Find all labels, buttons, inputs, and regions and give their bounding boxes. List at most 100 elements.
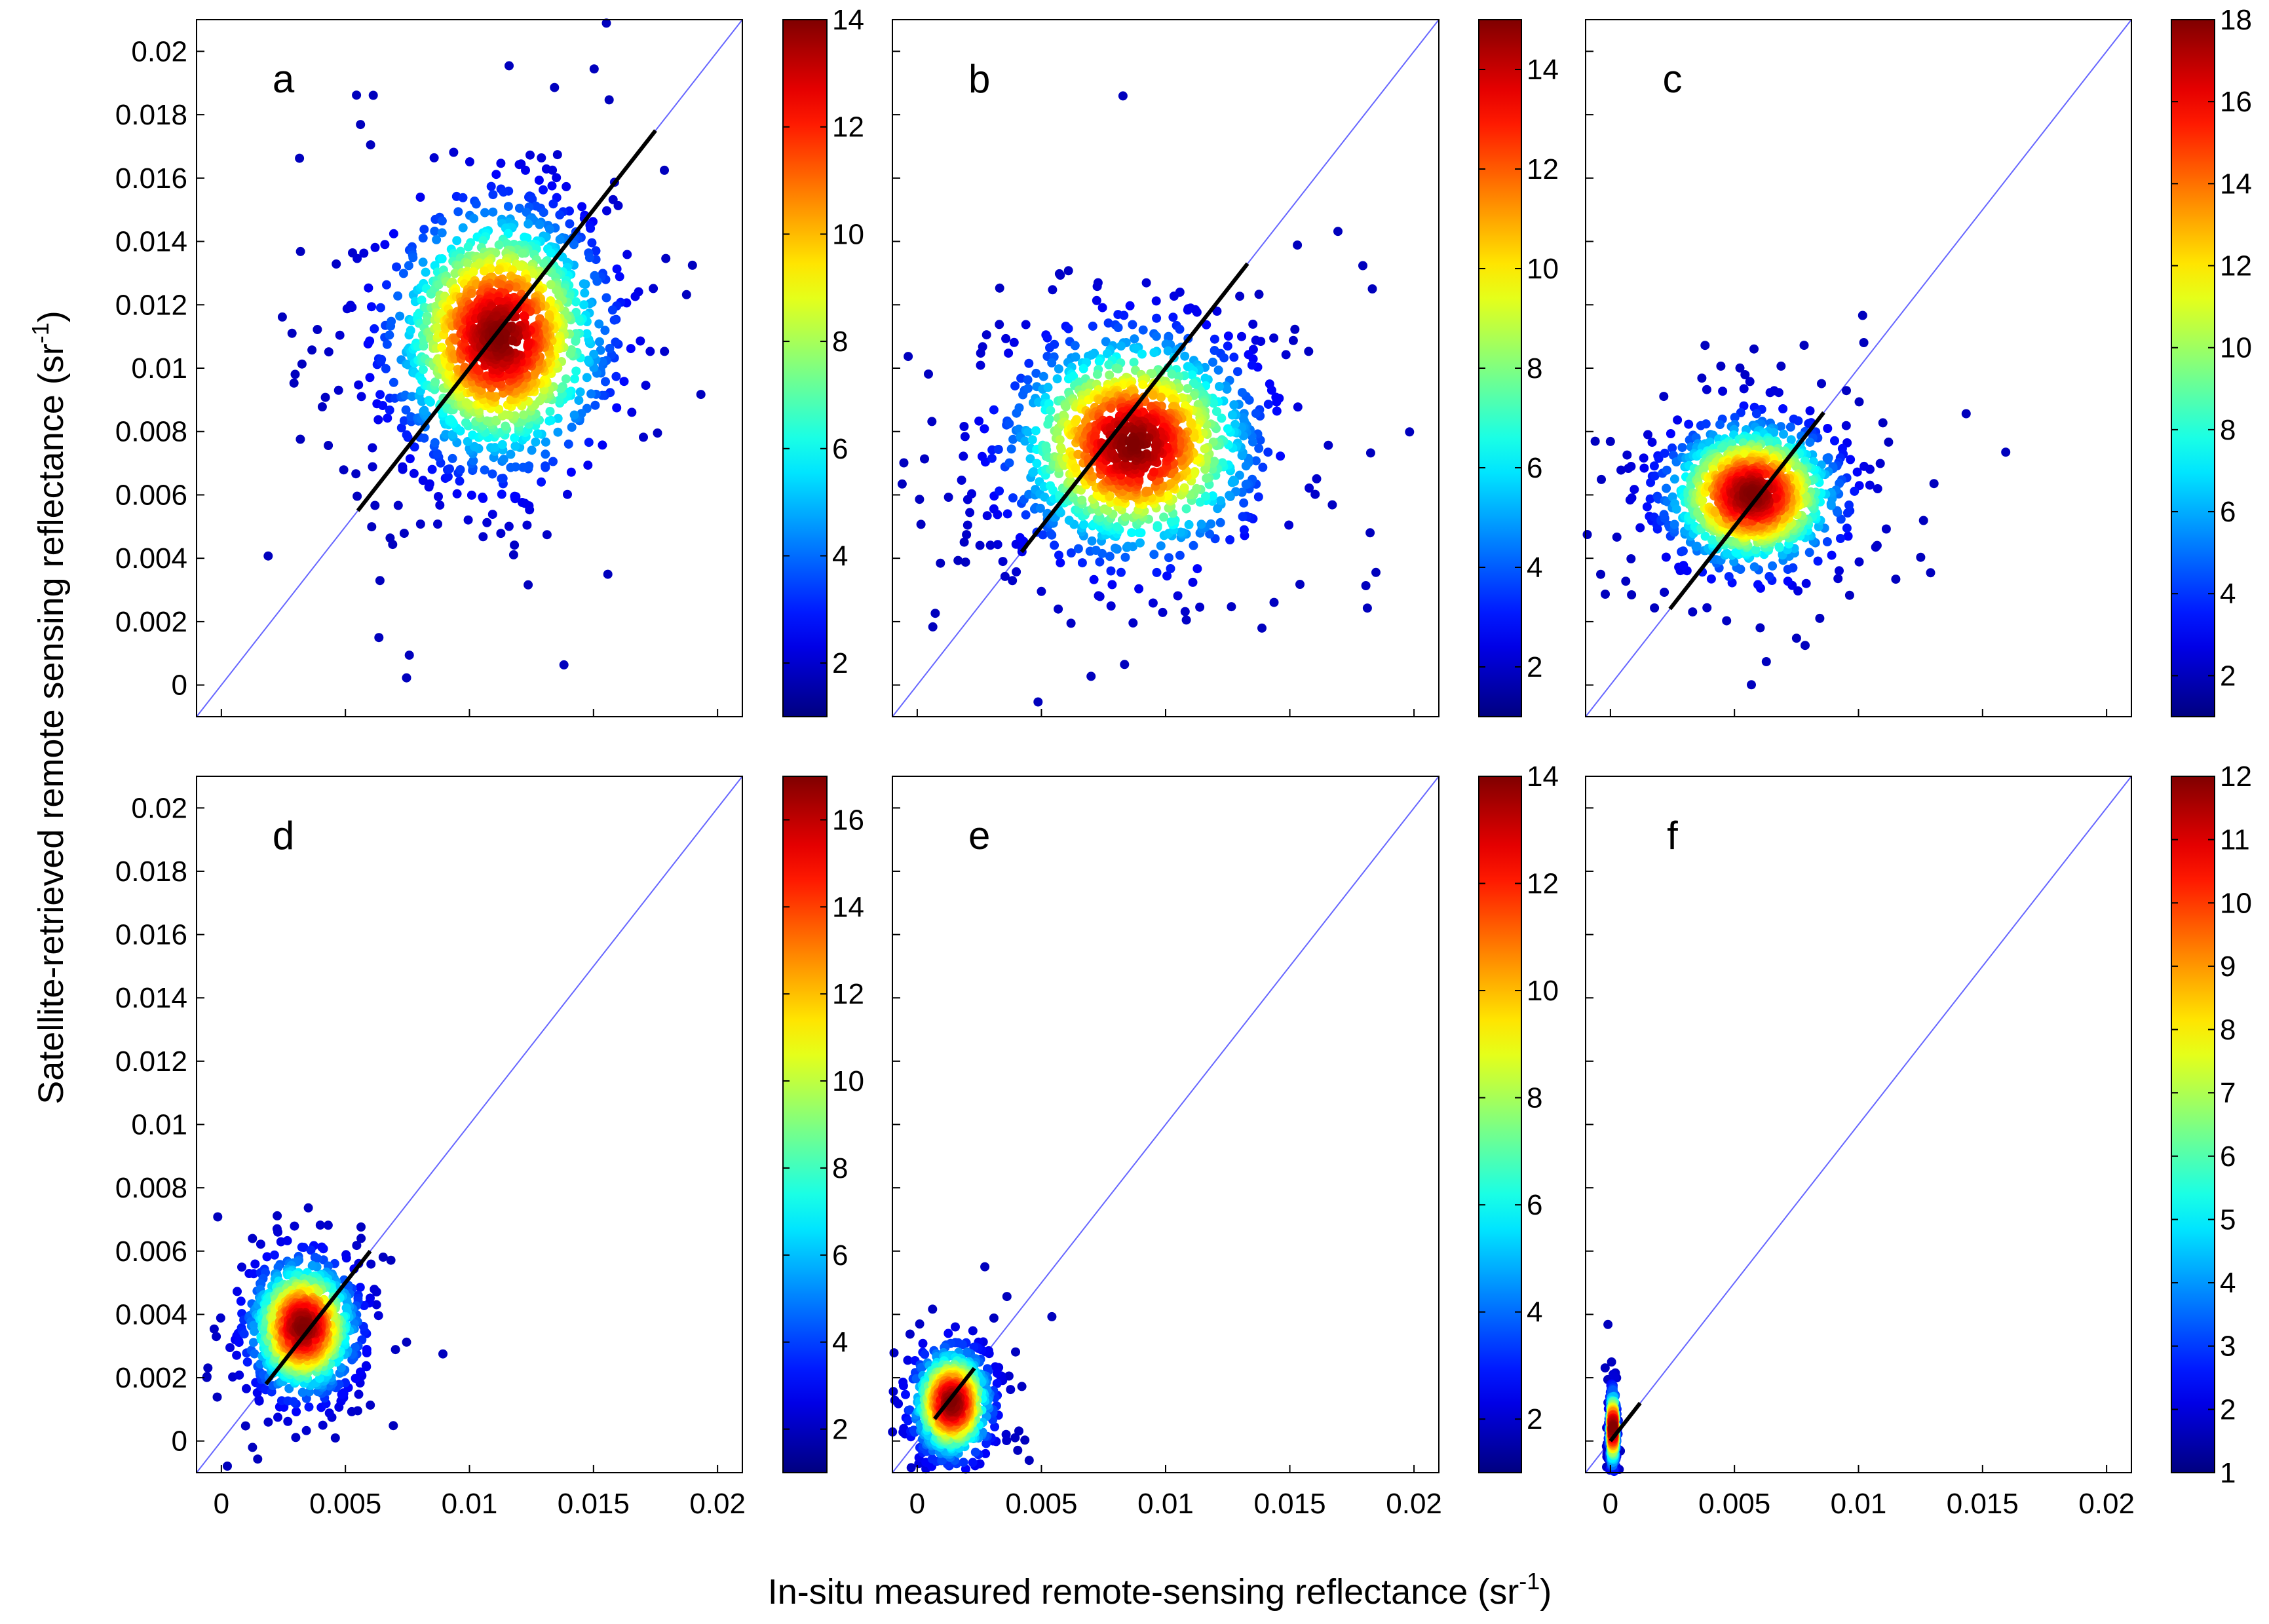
scatter-point <box>591 246 601 255</box>
scatter-point <box>334 385 343 395</box>
scatter-point <box>1312 474 1322 483</box>
scatter-point <box>1212 307 1222 316</box>
colorbar-tick-label: 6 <box>2220 496 2236 528</box>
scatter-point <box>1841 421 1851 430</box>
scatter-point <box>405 454 415 464</box>
scatter-point <box>396 423 406 433</box>
scatter-point <box>480 465 489 475</box>
scatter-point <box>212 1332 221 1342</box>
scatter-point <box>1731 548 1741 557</box>
scatter-point <box>1222 385 1232 394</box>
scatter-point <box>541 449 550 459</box>
scatter-point <box>1029 467 1039 476</box>
scatter-point <box>565 349 575 359</box>
scatter-point <box>1202 320 1211 330</box>
scatter-point <box>601 18 611 28</box>
scatter-point <box>487 510 497 519</box>
scatter-point <box>234 1338 244 1348</box>
scatter-point <box>256 1239 265 1249</box>
scatter-point <box>499 455 508 464</box>
scatter-point <box>924 369 933 379</box>
scatter-point <box>1783 565 1793 575</box>
scatter-point <box>438 1349 448 1359</box>
scatter-point <box>1008 576 1018 586</box>
scatter-point <box>1835 566 1844 576</box>
scatter-point <box>1134 584 1144 594</box>
scatter-point <box>1014 425 1023 434</box>
scatter-point <box>250 1259 260 1269</box>
scatter-point <box>1698 495 1707 505</box>
scatter-point <box>282 1236 292 1245</box>
scatter-point <box>297 1388 307 1397</box>
scatter-point <box>478 492 487 502</box>
scatter-point <box>419 406 429 415</box>
scatter-point <box>419 225 429 235</box>
scatter-point <box>1024 358 1034 368</box>
scatter-point <box>1014 403 1024 413</box>
scatter-point <box>1859 461 1869 471</box>
scatter-point <box>995 486 1004 496</box>
scatter-point <box>432 322 442 332</box>
scatter-point <box>1205 529 1215 539</box>
scatter-point <box>993 540 1002 550</box>
scatter-point <box>546 280 556 290</box>
scatter-point <box>980 424 989 434</box>
scatter-point <box>1092 295 1101 305</box>
scatter-point <box>612 264 622 274</box>
scatter-point <box>1166 564 1175 573</box>
scatter-point <box>1749 344 1759 354</box>
scatter-point <box>421 267 430 277</box>
scatter-point <box>1267 385 1276 395</box>
scatter-point <box>486 181 496 191</box>
scatter-point <box>1582 530 1592 539</box>
scatter-point <box>1200 373 1210 383</box>
scatter-point <box>953 556 963 565</box>
scatter-point <box>1167 369 1177 379</box>
scatter-point <box>1844 500 1854 510</box>
scatter-point <box>480 266 489 276</box>
y-tick-label: 0.012 <box>115 289 187 321</box>
scatter-point <box>367 522 377 532</box>
scatter-point <box>1001 333 1011 343</box>
colorbar-tick-label: 16 <box>2220 86 2252 118</box>
scatter-point <box>1175 550 1185 560</box>
scatter-point <box>1042 445 1052 455</box>
scatter-point <box>385 330 394 340</box>
scatter-point <box>1365 528 1375 538</box>
scatter-point <box>527 445 537 455</box>
scatter-point <box>1785 422 1795 432</box>
scatter-point <box>1626 554 1636 563</box>
scatter-point <box>967 489 976 499</box>
scatter-point <box>510 442 520 451</box>
scatter-point <box>542 530 552 540</box>
scatter-point <box>504 521 514 531</box>
scatter-point <box>307 345 317 355</box>
scatter-point <box>1706 574 1716 584</box>
scatter-point <box>235 1370 244 1380</box>
y-tick-label: 0.01 <box>131 352 187 385</box>
scatter-point <box>320 392 330 402</box>
scatter-point <box>353 491 362 501</box>
scatter-point <box>993 445 1003 454</box>
scatter-point <box>1643 430 1652 440</box>
scatter-point <box>289 1397 298 1407</box>
scatter-point <box>1826 499 1836 509</box>
scatter-point <box>571 366 581 376</box>
scatter-point <box>570 374 579 384</box>
scatter-point <box>353 254 362 263</box>
scatter-point <box>1066 548 1076 557</box>
scatter-point <box>1094 591 1103 601</box>
scatter-point <box>1333 227 1343 236</box>
scatter-point <box>927 417 937 426</box>
scatter-point <box>574 396 584 406</box>
scatter-point <box>233 1287 242 1296</box>
scatter-point <box>1660 588 1669 597</box>
scatter-point <box>1071 463 1080 473</box>
scatter-point <box>959 451 968 461</box>
scatter-point <box>263 551 273 561</box>
scatter-point <box>1153 521 1162 531</box>
scatter-point <box>409 468 419 478</box>
scatter-point <box>1189 432 1199 442</box>
